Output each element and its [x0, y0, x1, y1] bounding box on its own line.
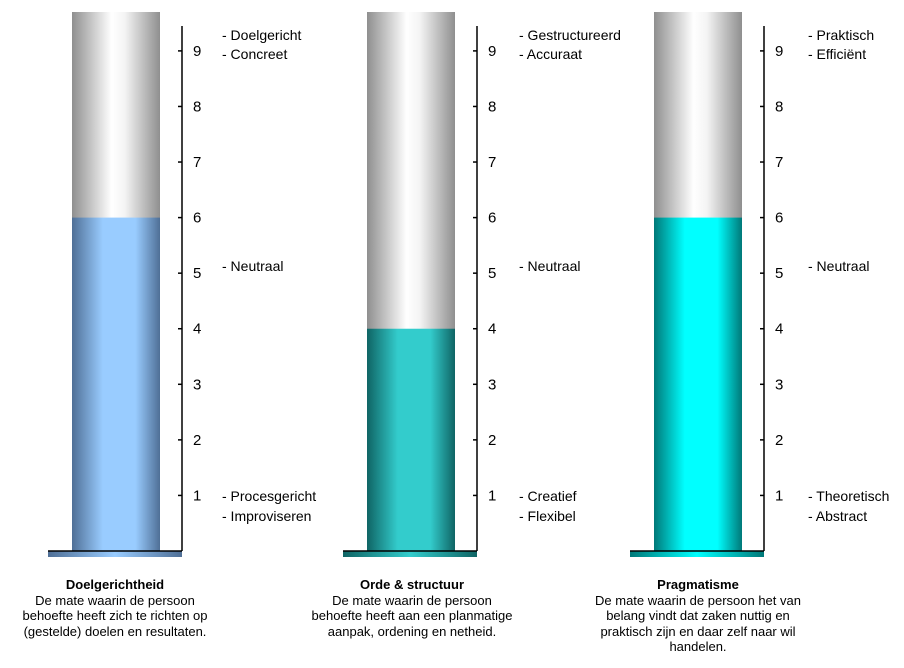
y-tick-label: 3 — [775, 376, 783, 393]
gauge-level-bar — [367, 328, 455, 551]
gauge-plot: 1 2 3 4 5 6 7 8 9 — [630, 12, 783, 557]
gauge-description: De mate waarin de persoon behoefte heeft… — [311, 592, 513, 639]
top-label-2: - Accuraat — [519, 46, 583, 62]
y-tick-label: 9 — [488, 43, 496, 60]
gauge-title: Doelgerichtheid — [65, 577, 165, 592]
gauge-title: Pragmatisme — [657, 577, 739, 592]
bottom-label-2: - Flexibel — [519, 508, 576, 524]
y-tick-label: 5 — [775, 265, 783, 282]
mid-label: - Neutraal — [222, 258, 284, 274]
y-tick-label: 7 — [193, 154, 201, 171]
y-tick-label: 3 — [193, 376, 201, 393]
y-tick-label: 7 — [488, 154, 496, 171]
gauge-caption: Pragmatisme De mate waarin de persoon he… — [580, 577, 816, 655]
gauge-description: De mate waarin de persoon behoefte heeft… — [22, 592, 208, 639]
bottom-label-2: - Improviseren — [222, 508, 312, 524]
top-label-2: - Efficiënt — [808, 46, 867, 62]
top-label-1: - Praktisch — [808, 27, 875, 43]
top-label-1: - Gestructureerd — [519, 27, 621, 43]
y-tick-label: 6 — [193, 210, 201, 227]
bottom-label-1: - Procesgericht — [222, 488, 317, 504]
gauge-level-bar — [654, 217, 742, 551]
mid-label: - Neutraal — [519, 258, 581, 274]
gauge-plot: 1 2 3 4 5 6 7 8 9 — [48, 12, 201, 557]
gauge-orde-structuur: 1 2 3 4 5 6 7 8 9 - Gestructureerd - Accuraat - … — [295, 0, 621, 668]
bottom-label-1: - Theoretisch — [808, 488, 890, 504]
y-tick-label: 4 — [775, 321, 783, 338]
gauge-doelgerichtheid: 1 2 3 4 5 6 7 8 9 - Doelgericht - Concreet - Neu… — [0, 0, 316, 668]
y-tick-label: 4 — [488, 321, 496, 338]
gauge-title: Orde & structuur — [359, 577, 464, 592]
y-tick-label: 6 — [488, 210, 496, 227]
gauge-caption: Doelgerichtheid De mate waarin de persoo… — [10, 577, 220, 639]
bottom-label-1: - Creatief — [519, 488, 577, 504]
y-tick-label: 3 — [488, 376, 496, 393]
gauge-base — [343, 551, 477, 557]
y-tick-label: 2 — [488, 432, 496, 449]
gauge-base — [630, 551, 764, 557]
y-tick-label: 5 — [193, 265, 201, 282]
y-tick-label: 8 — [488, 98, 496, 115]
mid-label: - Neutraal — [808, 258, 870, 274]
y-tick-label: 2 — [193, 432, 201, 449]
top-label-2: - Concreet — [222, 46, 288, 62]
y-tick-label: 8 — [775, 98, 783, 115]
y-tick-label: 4 — [193, 321, 201, 338]
gauge-level-bar — [72, 217, 160, 551]
y-tick-label: 9 — [193, 43, 201, 60]
y-tick-label: 7 — [775, 154, 783, 171]
y-tick-label: 6 — [775, 210, 783, 227]
gauge-description: De mate waarin de persoon het van belang… — [595, 592, 801, 655]
y-tick-label: 2 — [775, 432, 783, 449]
y-tick-label: 8 — [193, 98, 201, 115]
bottom-label-2: - Abstract — [808, 508, 868, 524]
y-tick-label: 5 — [488, 265, 496, 282]
gauge-pragmatisme: 1 2 3 4 5 6 7 8 9 - Praktisch - Efficiënt - Neut… — [580, 0, 889, 668]
gauge-plot: 1 2 3 4 5 6 7 8 9 — [343, 12, 496, 557]
y-tick-label: 1 — [193, 487, 201, 504]
gauge-base — [48, 551, 182, 557]
top-label-1: - Doelgericht — [222, 27, 302, 43]
gauge-caption: Orde & structuur De mate waarin de perso… — [307, 577, 517, 639]
y-tick-label: 9 — [775, 43, 783, 60]
y-tick-label: 1 — [488, 487, 496, 504]
y-tick-label: 1 — [775, 487, 783, 504]
